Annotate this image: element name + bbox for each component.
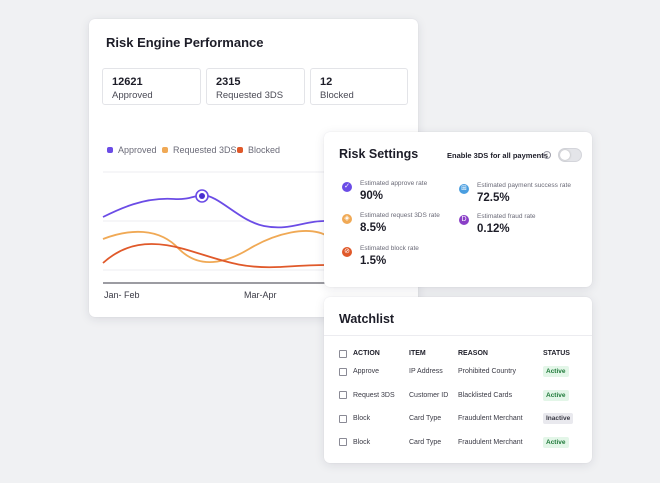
- legend-requested-3ds-label: Requested 3DS: [173, 145, 237, 155]
- stat-approved-value: 12621: [112, 76, 143, 88]
- header-action[interactable]: ACTION: [353, 350, 380, 357]
- table-header-row: ACTION ITEM REASON STATUS: [339, 347, 584, 360]
- x-axis-label-mar-apr: Mar-Apr: [244, 290, 277, 300]
- legend-approved: Approved: [107, 145, 157, 155]
- metric-fraud-rate-label: Estimated fraud rate: [477, 213, 536, 220]
- header-reason[interactable]: REASON: [458, 350, 488, 357]
- row-item: IP Address: [409, 368, 443, 376]
- row-checkbox-cell: [339, 431, 353, 455]
- block-icon: ⊘: [342, 247, 352, 257]
- status-badge: Active: [543, 389, 569, 401]
- header-item[interactable]: ITEM: [409, 350, 426, 357]
- row-action: Block: [353, 415, 371, 423]
- risk-settings-card: Risk Settings Enable 3DS for all payment…: [324, 132, 592, 287]
- select-all-cell: [339, 347, 353, 360]
- stat-requested-3ds-value: 2315: [216, 76, 241, 88]
- stat-blocked: 12 Blocked: [310, 68, 408, 105]
- info-icon[interactable]: i: [543, 151, 551, 159]
- stat-requested-3ds: 2315 Requested 3DS: [206, 68, 305, 105]
- row-reason: Blacklisted Cards: [458, 391, 513, 399]
- metric-approve-rate-value: 90%: [360, 190, 384, 202]
- shield-icon: ◈: [342, 214, 352, 224]
- status-badge: Active: [543, 436, 569, 448]
- row-checkbox-cell: [339, 407, 353, 431]
- legend-approved-swatch: [107, 147, 113, 153]
- status-badge: Inactive: [543, 413, 574, 425]
- risk-settings-title: Risk Settings: [339, 147, 419, 161]
- row-item: Customer ID: [409, 391, 449, 399]
- select-all-checkbox[interactable]: [339, 349, 347, 358]
- stat-approved-label: Approved: [112, 90, 153, 101]
- enable-3ds-toggle[interactable]: [558, 148, 582, 162]
- watchlist-divider: [324, 335, 592, 336]
- metric-approve-rate-label: Estimated approve rate: [360, 180, 428, 187]
- row-reason: Prohibited Country: [458, 368, 516, 376]
- table-row[interactable]: Request 3DS Customer ID Blacklisted Card…: [339, 384, 584, 408]
- row-action: Block: [353, 438, 371, 446]
- risk-engine-title: Risk Engine Performance: [106, 35, 264, 50]
- metric-request-3ds-rate-value: 8.5%: [360, 222, 387, 234]
- legend-blocked: Blocked: [237, 145, 280, 155]
- metric-payment-success-rate-value: 72.5%: [477, 192, 510, 204]
- x-axis-label-jan-feb: Jan- Feb: [104, 290, 140, 300]
- row-status-cell: Inactive: [543, 407, 584, 431]
- row-item: Card Type: [409, 438, 442, 446]
- metric-block-rate-label: Estimated block rate: [360, 245, 419, 252]
- row-status-cell: Active: [543, 384, 584, 408]
- row-checkbox-cell: [339, 384, 353, 408]
- legend-blocked-swatch: [237, 147, 243, 153]
- metric-request-3ds-rate-label: Estimated request 3DS rate: [360, 212, 440, 219]
- table-row[interactable]: Approve IP Address Prohibited Country Ac…: [339, 360, 584, 384]
- row-checkbox[interactable]: [339, 438, 347, 447]
- row-status-cell: Active: [543, 360, 584, 384]
- watchlist-card: Watchlist ACTION ITEM REASON STATUS Appr…: [324, 297, 592, 463]
- stat-blocked-value: 12: [320, 76, 333, 88]
- legend-requested-3ds: Requested 3DS: [162, 145, 237, 155]
- row-action: Request 3DS: [353, 391, 395, 399]
- enable-3ds-label: Enable 3DS for all payments: [447, 151, 548, 160]
- row-item: Card Type: [409, 415, 442, 423]
- row-reason: Fraudulent Merchant: [458, 438, 523, 446]
- legend-approved-label: Approved: [118, 145, 157, 155]
- row-checkbox[interactable]: [339, 391, 347, 400]
- stat-approved: 12621 Approved: [102, 68, 201, 105]
- header-status[interactable]: STATUS: [543, 350, 570, 357]
- row-reason: Fraudulent Merchant: [458, 415, 523, 423]
- fraud-icon: D: [459, 215, 469, 225]
- table-row[interactable]: Block Card Type Fraudulent Merchant Inac…: [339, 407, 584, 431]
- metric-payment-success-rate-label: Estimated payment success rate: [477, 182, 571, 189]
- metric-block-rate-value: 1.5%: [360, 255, 387, 267]
- row-status-cell: Active: [543, 431, 584, 455]
- watchlist-title: Watchlist: [339, 312, 395, 326]
- row-action: Approve: [353, 368, 380, 376]
- metric-fraud-rate-value: 0.12%: [477, 223, 510, 235]
- legend-requested-3ds-swatch: [162, 147, 168, 153]
- legend-blocked-label: Blocked: [248, 145, 281, 155]
- stat-blocked-label: Blocked: [320, 90, 354, 101]
- row-checkbox[interactable]: [339, 367, 347, 376]
- chart-hover-marker-dot: [199, 193, 205, 199]
- status-badge: Active: [543, 366, 569, 378]
- table-row[interactable]: Block Card Type Fraudulent Merchant Acti…: [339, 431, 584, 455]
- toggle-knob: [560, 150, 570, 160]
- row-checkbox[interactable]: [339, 414, 347, 423]
- cart-icon: ⊞: [459, 184, 469, 194]
- watchlist-table: ACTION ITEM REASON STATUS Approve IP Add…: [339, 347, 584, 454]
- check-icon: ✓: [342, 182, 352, 192]
- row-checkbox-cell: [339, 360, 353, 384]
- stat-requested-3ds-label: Requested 3DS: [216, 90, 284, 101]
